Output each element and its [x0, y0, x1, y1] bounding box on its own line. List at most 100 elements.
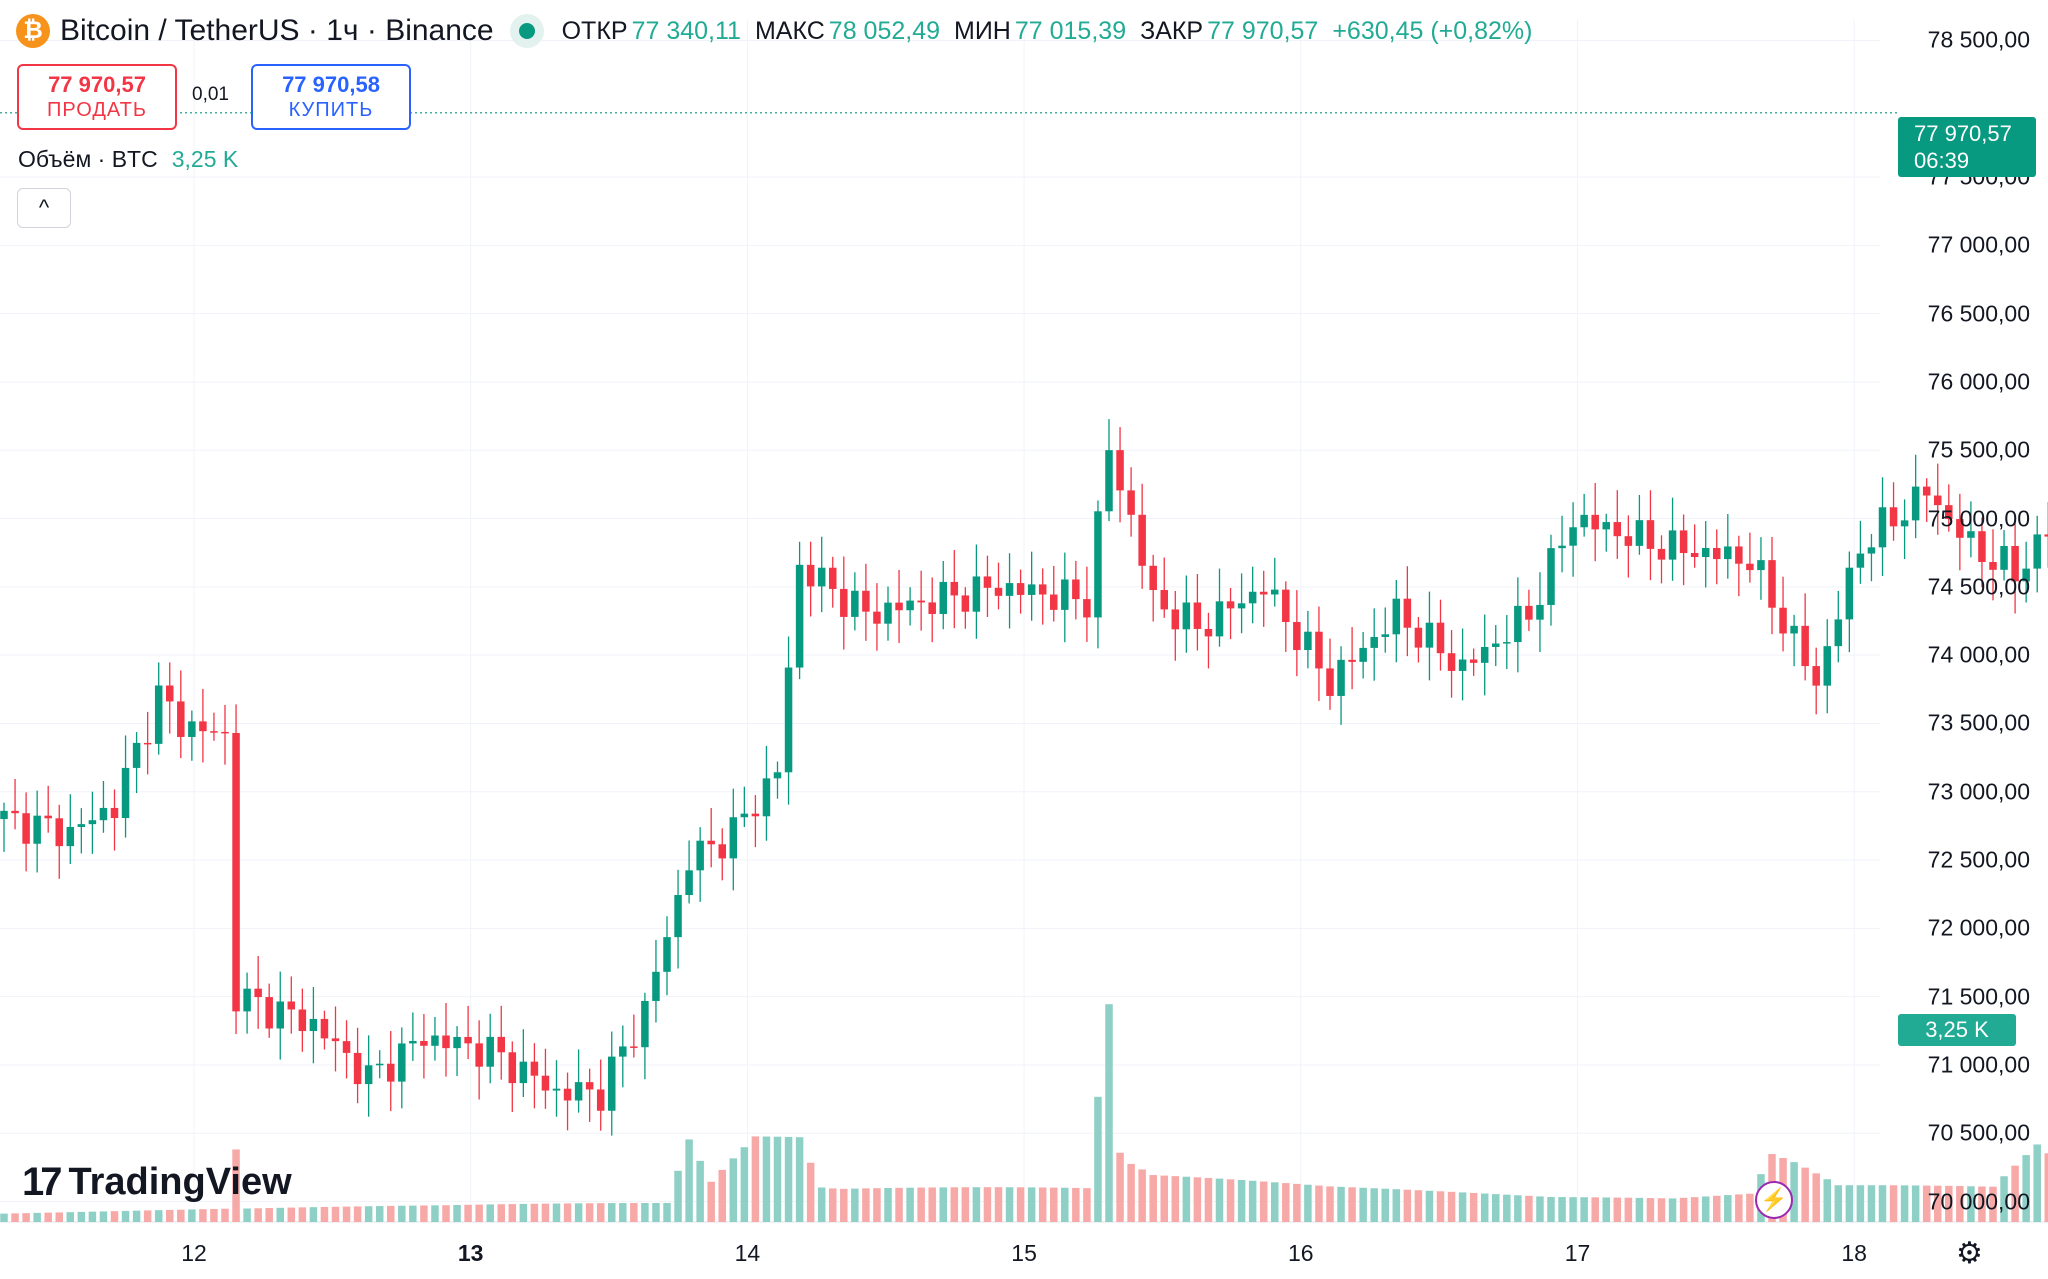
- candle-body: [1978, 531, 1986, 562]
- volume-bar: [1027, 1187, 1036, 1222]
- candle-body: [939, 581, 947, 614]
- volume-bar: [1149, 1175, 1157, 1222]
- volume-bar: [199, 1209, 207, 1222]
- volume-bar: [110, 1211, 119, 1222]
- chart-grid: [0, 20, 2048, 1223]
- volume-bar: [298, 1207, 307, 1222]
- buy-button[interactable]: 77 970,58 КУПИТЬ: [251, 64, 411, 130]
- candle-body: [1105, 450, 1113, 512]
- candle-body: [11, 810, 19, 814]
- candlesticks: [0, 419, 2048, 1136]
- price-axis-label: 78 500,00: [1927, 26, 2030, 53]
- price-axis-label: 75 500,00: [1927, 436, 2030, 463]
- time-axis-label: 17: [1564, 1240, 1591, 1266]
- close-value: 77 970,57: [1207, 16, 1319, 45]
- lightning-icon[interactable]: ⚡: [1755, 1181, 1793, 1219]
- bar-countdown: 06:39: [1914, 148, 1970, 173]
- candle-body: [508, 1052, 517, 1084]
- volume-bar: [1381, 1188, 1389, 1222]
- open-label: ОТКР: [561, 16, 628, 45]
- candle-body: [1580, 514, 1588, 528]
- volume-bar: [630, 1203, 638, 1222]
- volume-bar: [387, 1205, 395, 1222]
- candle-body: [1713, 547, 1721, 560]
- volume-bar: [431, 1205, 439, 1222]
- volume-bar: [1182, 1176, 1191, 1222]
- price-axis-label: 70 000,00: [1927, 1188, 2030, 1214]
- volume-bar: [851, 1188, 859, 1222]
- volume-bar: [1591, 1197, 1599, 1222]
- candle-body: [1889, 507, 1898, 527]
- volume-bar: [563, 1203, 572, 1222]
- candle-body: [873, 611, 881, 624]
- candle-body: [751, 813, 760, 817]
- volume-bar: [188, 1209, 196, 1222]
- bitcoin-icon[interactable]: ₿: [16, 14, 50, 48]
- volume-bar: [1248, 1180, 1257, 1222]
- volume-bar: [2000, 1176, 2008, 1222]
- tradingview-logo[interactable]: 17 TradingView: [22, 1160, 292, 1205]
- candle-body: [188, 721, 196, 737]
- volume-bar: [994, 1187, 1003, 1222]
- candle-body: [1237, 603, 1246, 609]
- high-value: 78 052,49: [828, 16, 941, 45]
- candle-body: [1436, 622, 1445, 654]
- candle-body: [762, 778, 771, 817]
- candle-body: [1116, 450, 1124, 491]
- volume-bar: [1558, 1197, 1566, 1222]
- candle-body: [961, 595, 970, 612]
- volume-bar: [1436, 1191, 1445, 1222]
- price-axis-label: 75 000,00: [1927, 505, 2030, 532]
- candle-body: [243, 988, 251, 1012]
- volume-bar: [320, 1206, 329, 1222]
- candle-body: [1613, 522, 1622, 537]
- candle-body: [1204, 628, 1213, 637]
- candle-body: [409, 1040, 417, 1044]
- volume-bar: [1215, 1178, 1224, 1222]
- volume-legend[interactable]: Объём · BTC 3,25 K: [18, 146, 238, 173]
- volume-bar: [497, 1204, 505, 1222]
- volume-bar: [1414, 1190, 1423, 1222]
- volume-bar: [1204, 1177, 1213, 1222]
- candle-body: [1724, 546, 1732, 560]
- volume-bar: [1392, 1189, 1401, 1222]
- chart-header: ₿ Bitcoin / TetherUS · 1ч · Binance ОТКР…: [0, 0, 1900, 70]
- sell-button[interactable]: 77 970,57 ПРОДАТЬ: [17, 64, 177, 130]
- candle-body: [1016, 583, 1025, 595]
- volume-bar: [1922, 1185, 1931, 1222]
- candle-body: [1337, 659, 1345, 696]
- volume-bar: [906, 1187, 914, 1222]
- candle-body: [917, 600, 925, 603]
- volume-bar: [1900, 1185, 1909, 1222]
- candle-body: [1370, 636, 1378, 648]
- market-status-icon[interactable]: [509, 14, 544, 48]
- candle-body: [630, 1046, 638, 1048]
- volume-bar: [1657, 1198, 1666, 1222]
- volume-bar: [1072, 1187, 1080, 1222]
- candle-body: [1480, 646, 1489, 663]
- volume-bar: [928, 1187, 936, 1222]
- price-axis-label: 76 000,00: [1927, 368, 2030, 395]
- volume-bar: [55, 1212, 63, 1222]
- candle-body: [154, 685, 163, 744]
- candle-body: [1956, 519, 1964, 538]
- volume-bar: [806, 1162, 815, 1222]
- volume-bar: [1138, 1169, 1146, 1222]
- volume-bar: [552, 1203, 561, 1222]
- time-axis-label: 14: [734, 1240, 761, 1266]
- candle-body: [66, 826, 75, 847]
- volume-bar: [88, 1211, 97, 1222]
- volume-bar: [1359, 1187, 1367, 1222]
- volume-bar: [1856, 1185, 1865, 1222]
- volume-bar: [265, 1208, 273, 1222]
- volume-bar: [917, 1187, 925, 1222]
- candle-body: [906, 600, 914, 611]
- time-axis-label: 15: [1011, 1240, 1037, 1266]
- symbol-title[interactable]: Bitcoin / TetherUS · 1ч · Binance: [60, 14, 494, 47]
- collapse-legend-button[interactable]: ^: [17, 188, 71, 228]
- volume-bar: [585, 1203, 594, 1222]
- settings-gear-icon[interactable]: ⚙: [1956, 1237, 1983, 1270]
- candle-body: [1271, 589, 1279, 595]
- candle-body: [619, 1046, 627, 1057]
